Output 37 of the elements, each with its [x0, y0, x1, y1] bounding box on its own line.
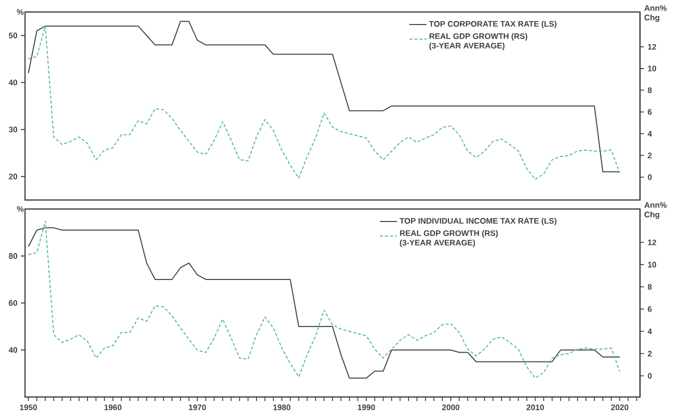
legend-label: REAL GDP GROWTH (RS) (3-YEAR AVERAGE): [400, 230, 498, 248]
y-tick-label: 80: [8, 253, 18, 259]
y2-tick-label: 8: [648, 284, 652, 290]
y2-tick-label: 10: [648, 262, 656, 268]
y2-tick-label: 12: [648, 44, 656, 50]
x-tick-label: 1970: [188, 404, 206, 410]
y-tick-label: 40: [8, 347, 18, 353]
y2-tick-label: 4: [648, 328, 652, 334]
y-tick-label: 20: [8, 174, 18, 180]
x-tick-label: 1980: [273, 404, 290, 410]
y2-tick-label: 2: [648, 152, 652, 158]
y2-tick-label: 2: [648, 350, 652, 356]
y2-tick-label: 6: [648, 306, 652, 312]
y2-tick-label: 8: [648, 87, 652, 94]
y2-axis-title: Ann% Chg: [644, 5, 667, 22]
y2-tick-label: 10: [648, 66, 656, 72]
y-axis-title: %: [16, 9, 24, 15]
y2-tick-label: 0: [648, 373, 652, 379]
legend-label: TOP INDIVIDUAL INCOME TAX RATE (LS): [400, 218, 556, 226]
y-axis-title: %: [16, 206, 24, 212]
y2-axis-title: Ann% Chg: [644, 202, 667, 219]
y-tick-label: 60: [8, 300, 18, 306]
x-tick-label: 2020: [611, 404, 628, 410]
y2-tick-label: 0: [648, 174, 652, 180]
y2-tick-label: 12: [648, 240, 656, 246]
x-tick-label: 1960: [104, 404, 122, 410]
legend-label: TOP CORPORATE TAX RATE (LS): [429, 20, 556, 28]
legend-label: REAL GDP GROWTH (RS) (3-YEAR AVERAGE): [429, 33, 528, 50]
y-tick-label: 50: [8, 32, 18, 38]
x-tick-label: 2000: [442, 404, 460, 410]
y2-tick-label: 4: [648, 130, 652, 136]
y-tick-label: 30: [8, 126, 18, 132]
y2-tick-label: 6: [648, 109, 652, 115]
y-tick-label: 40: [8, 80, 18, 86]
x-tick-label: 1990: [358, 404, 375, 410]
x-tick-label: 2010: [526, 404, 544, 410]
x-tick-label: 1950: [20, 404, 37, 410]
